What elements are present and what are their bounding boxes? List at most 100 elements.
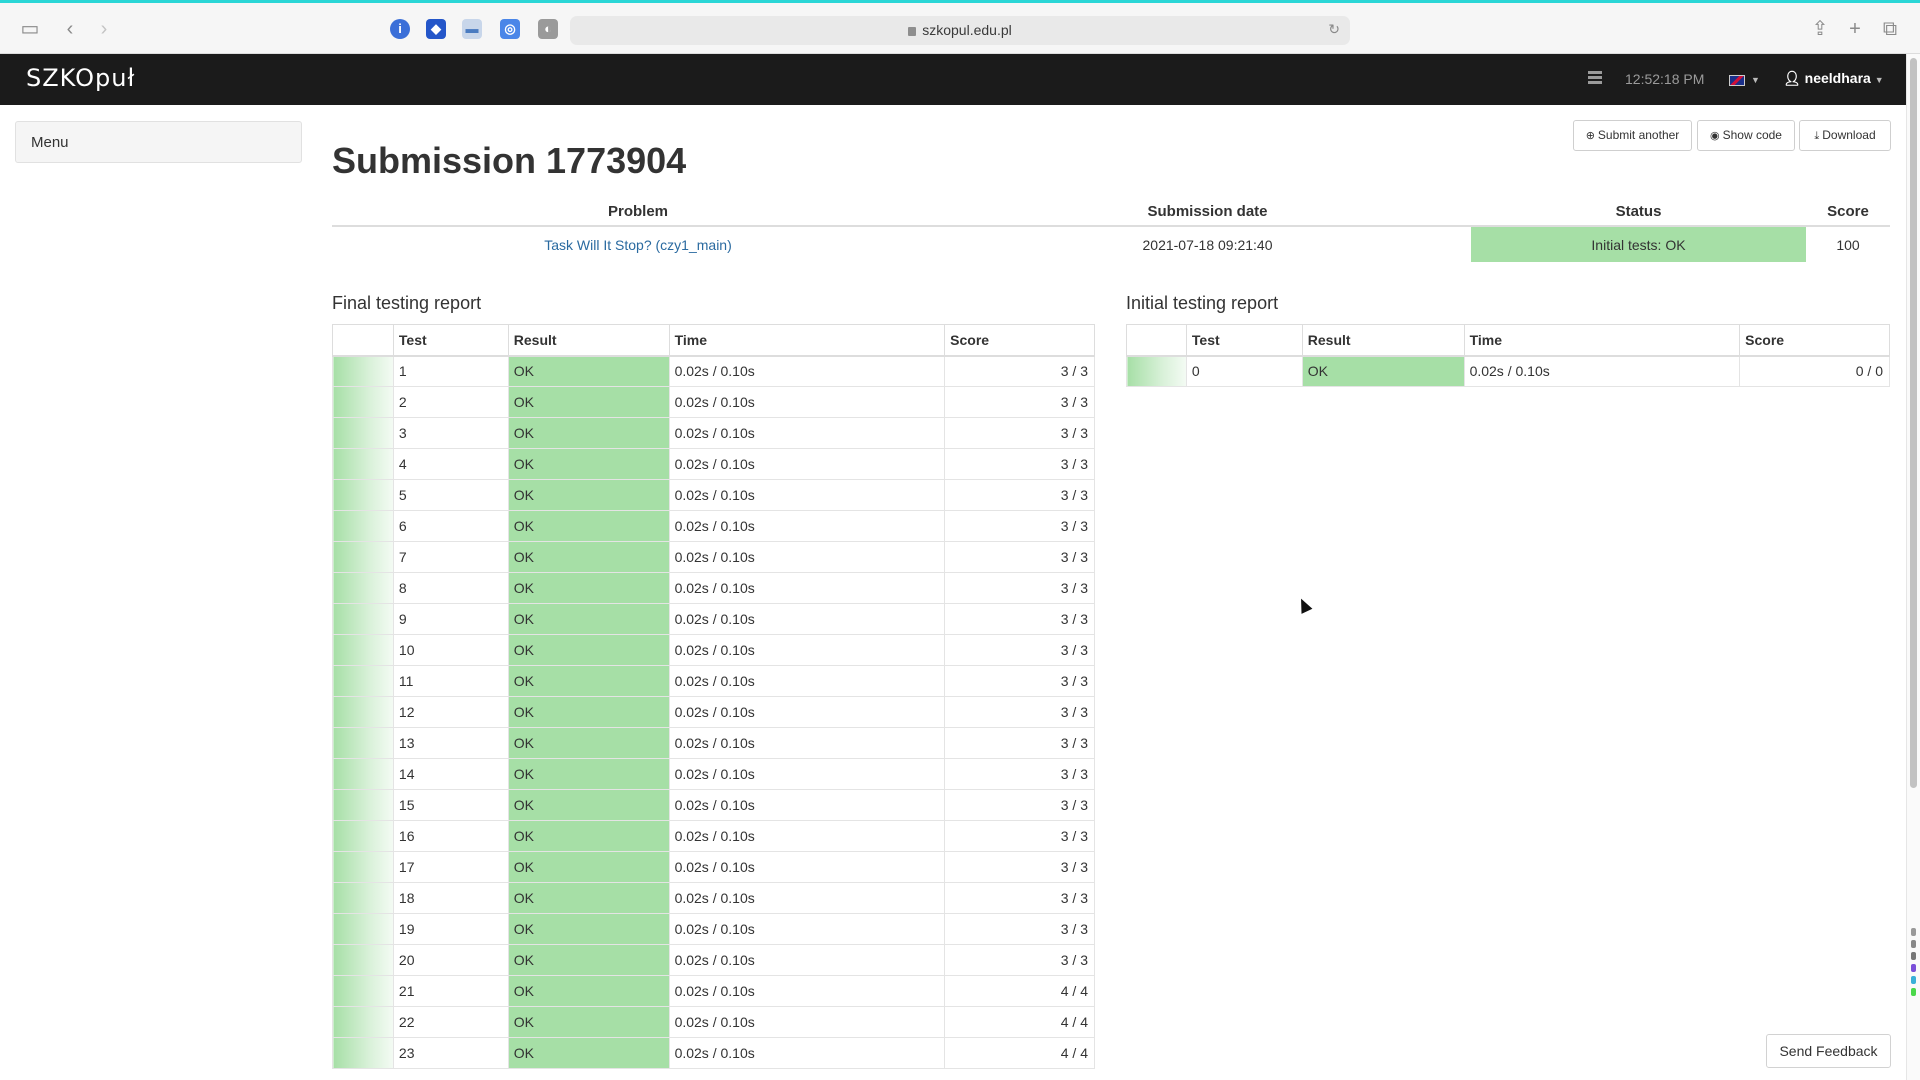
problem-cell: Task Will It Stop? (czy1_main) [332,226,944,262]
row-status-gradient [332,820,394,852]
test-result: OK [507,1037,670,1069]
test-time: 0.02s / 0.10s [668,1006,946,1038]
menu-label: Menu [31,134,69,151]
table-row: 3 OK 0.02s / 0.10s 3 / 3 [332,417,1095,449]
scroll-marker [1911,976,1916,984]
table-row: 6 OK 0.02s / 0.10s 3 / 3 [332,510,1095,542]
contest-menu-icon[interactable] [1588,71,1602,85]
table-row: 1 OK 0.02s / 0.10s 3 / 3 [332,355,1095,387]
tab-overview-icon[interactable]: ⧉ [1882,18,1898,40]
url-text: szkopul.edu.pl [922,22,1012,38]
test-result: OK [507,913,670,945]
table-row: 0 OK 0.02s / 0.10s 0 / 0 [1126,355,1890,387]
test-result: OK [507,758,670,790]
test-result: OK [1301,355,1465,387]
test-number: 16 [392,820,509,852]
column-header: Score [1739,324,1890,357]
row-status-gradient [332,355,394,387]
scroll-marker [1911,988,1916,996]
download-button[interactable]: ⤓ Download [1799,120,1891,151]
shield-extension-icon[interactable]: ◐ [538,19,558,39]
test-time: 0.02s / 0.10s [668,665,946,697]
test-time: 0.02s / 0.10s [668,882,946,914]
table-row: 4 OK 0.02s / 0.10s 3 / 3 [332,448,1095,480]
reload-icon[interactable]: ↻ [1328,21,1340,37]
share-icon[interactable]: ⇪ [1811,18,1829,40]
test-result: OK [507,541,670,573]
table-row: 10 OK 0.02s / 0.10s 3 / 3 [332,634,1095,666]
test-score: 4 / 4 [944,1006,1095,1038]
test-score: 3 / 3 [944,541,1095,573]
test-number: 11 [392,665,509,697]
table-row: 19 OK 0.02s / 0.10s 3 / 3 [332,913,1095,945]
address-bar[interactable]: szkopul.edu.pl ↻ [570,16,1350,45]
table-row: 20 OK 0.02s / 0.10s 3 / 3 [332,944,1095,976]
translate-extension-icon[interactable]: ◎ [500,19,520,39]
navbar-clock: 12:52:18 PM [1625,71,1705,87]
row-status-gradient [332,510,394,542]
test-result: OK [507,789,670,821]
table-row: 8 OK 0.02s / 0.10s 3 / 3 [332,572,1095,604]
row-status-gradient [332,386,394,418]
row-status-gradient [332,851,394,883]
test-score: 3 / 3 [944,913,1095,945]
column-header: Time [668,324,946,357]
test-result: OK [507,727,670,759]
table-row: 17 OK 0.02s / 0.10s 3 / 3 [332,851,1095,883]
column-header [1126,324,1187,357]
test-number: 0 [1185,355,1303,387]
forward-icon[interactable]: › [100,18,108,40]
site-logo[interactable]: SZKOpuł [26,64,136,92]
send-feedback-button[interactable]: Send Feedback [1766,1034,1891,1068]
test-score: 4 / 4 [944,975,1095,1007]
table-row: 12 OK 0.02s / 0.10s 3 / 3 [332,696,1095,728]
table-row: 16 OK 0.02s / 0.10s 3 / 3 [332,820,1095,852]
test-score: 3 / 3 [944,789,1095,821]
user-icon: 👤︎ [1783,70,1801,86]
test-result: OK [507,665,670,697]
test-number: 12 [392,696,509,728]
test-score: 3 / 3 [944,417,1095,449]
test-number: 13 [392,727,509,759]
test-time: 0.02s / 0.10s [668,851,946,883]
test-score: 3 / 3 [944,882,1095,914]
test-result: OK [507,448,670,480]
chevron-down-icon[interactable]: ▼ [1751,75,1760,85]
back-icon[interactable]: ‹ [66,18,74,40]
table-row: 23 OK 0.02s / 0.10s 4 / 4 [332,1037,1095,1069]
chevron-down-icon: ▼ [1874,75,1884,85]
submit-another-button[interactable]: ⊕ Submit another [1573,120,1692,151]
page-title: Submission 1773904 [332,140,687,181]
test-number: 6 [392,510,509,542]
table-row: Task Will It Stop? (czy1_main) 2021-07-1… [332,226,1890,262]
test-time: 0.02s / 0.10s [668,448,946,480]
bookmark-extension-icon[interactable]: ◆ [426,19,446,39]
new-tab-icon[interactable]: + [1849,18,1861,40]
sidebar-menu-toggle[interactable]: Menu [15,121,302,163]
test-number: 22 [392,1006,509,1038]
password-extension-icon[interactable]: i [390,19,410,39]
scrollbar-thumb[interactable] [1910,58,1917,788]
test-score: 3 / 3 [944,758,1095,790]
test-time: 0.02s / 0.10s [668,510,946,542]
sidebar-toggle-icon[interactable]: ▭ [20,18,40,40]
language-flag-icon[interactable] [1729,75,1745,86]
upload-icon: ⊕ [1585,130,1595,142]
column-header: Result [507,324,670,357]
reader-extension-icon[interactable]: ▬ [462,19,482,39]
eye-icon: ◉ [1710,130,1720,142]
user-menu[interactable]: 👤︎ neeldhara ▼ [1783,70,1884,87]
column-header: Test [392,324,509,357]
table-row: 5 OK 0.02s / 0.10s 3 / 3 [332,479,1095,511]
test-time: 0.02s / 0.10s [668,417,946,449]
test-result: OK [507,634,670,666]
table-row: 22 OK 0.02s / 0.10s 4 / 4 [332,1006,1095,1038]
table-row: 21 OK 0.02s / 0.10s 4 / 4 [332,975,1095,1007]
test-time: 0.02s / 0.10s [668,820,946,852]
show-code-button[interactable]: ◉ Show code [1697,120,1795,151]
column-header: Status [1471,197,1806,227]
page-scrollbar[interactable] [1906,54,1920,1080]
problem-link[interactable]: Task Will It Stop? (czy1_main) [544,236,732,253]
column-header: Score [944,324,1095,357]
test-score: 4 / 4 [944,1037,1095,1069]
